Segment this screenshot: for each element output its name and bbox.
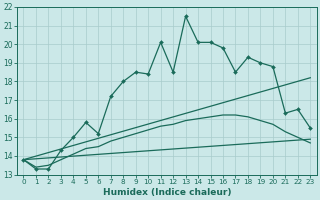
X-axis label: Humidex (Indice chaleur): Humidex (Indice chaleur) — [103, 188, 231, 197]
